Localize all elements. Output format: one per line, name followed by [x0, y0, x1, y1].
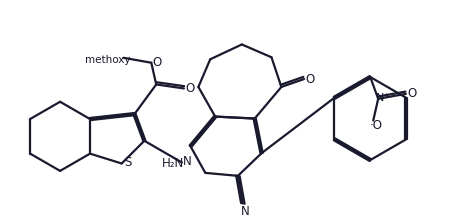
Text: O: O	[152, 56, 162, 69]
Text: N: N	[240, 205, 249, 218]
Text: O: O	[406, 87, 415, 100]
Text: O: O	[185, 82, 194, 95]
Text: ·O: ·O	[369, 119, 382, 132]
Text: N⁺: N⁺	[375, 93, 389, 103]
Text: methoxy: methoxy	[85, 55, 130, 65]
Text: S: S	[123, 156, 131, 169]
Text: N: N	[182, 155, 191, 168]
Text: O: O	[305, 72, 314, 86]
Text: H₂N: H₂N	[161, 157, 184, 170]
